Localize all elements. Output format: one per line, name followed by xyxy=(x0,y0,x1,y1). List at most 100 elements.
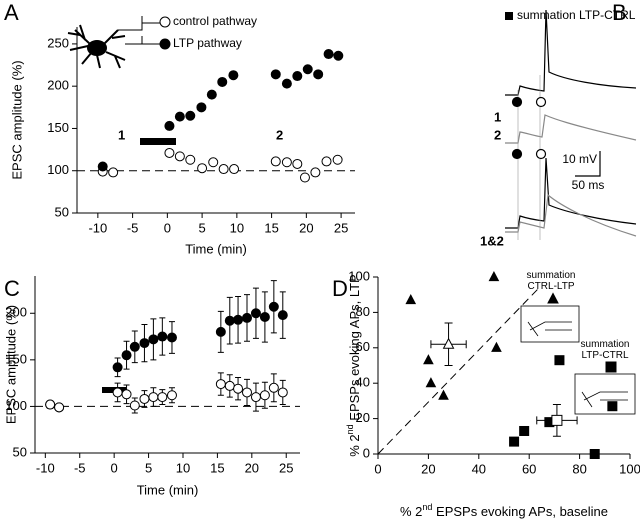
x-tick-label: 15 xyxy=(264,220,278,235)
marker xyxy=(551,414,563,426)
x-tick-label: 0 xyxy=(374,461,381,476)
y-tick-label: 100 xyxy=(5,398,27,413)
x-tick-label: 100 xyxy=(619,461,640,476)
marker xyxy=(174,151,185,162)
marker xyxy=(270,156,281,167)
marker xyxy=(229,164,240,175)
x-tick-label: -10 xyxy=(36,460,55,475)
panel-letter: D xyxy=(332,276,348,301)
legend-label: LTP pathway xyxy=(173,36,242,50)
axis-label-part: nd xyxy=(345,424,355,434)
scale-label: 50 ms xyxy=(572,178,605,192)
marker xyxy=(268,301,279,312)
x-tick-label: 25 xyxy=(279,460,293,475)
neuron-sketch xyxy=(67,16,162,69)
marker xyxy=(554,355,565,366)
axis-label-part: % 2 xyxy=(400,504,422,519)
marker xyxy=(438,389,449,400)
marker xyxy=(281,78,292,89)
x-tick-label: 40 xyxy=(472,461,486,476)
marker xyxy=(208,157,219,168)
axis-label: Time (min) xyxy=(185,241,247,256)
marker xyxy=(157,392,168,403)
marker xyxy=(321,156,332,167)
inset xyxy=(520,305,636,415)
marker xyxy=(259,390,270,401)
marker xyxy=(242,312,252,323)
marker xyxy=(218,164,229,175)
marker xyxy=(139,393,150,404)
marker xyxy=(206,89,217,100)
y-tick-label: 0 xyxy=(363,445,370,460)
marker xyxy=(196,102,207,113)
x-tick-label: 60 xyxy=(522,461,536,476)
marker xyxy=(215,379,226,390)
legend-swatch xyxy=(505,12,513,20)
axis-label: Time (min) xyxy=(137,482,199,497)
x-tick-label: -10 xyxy=(88,220,107,235)
y-tick-label: 150 xyxy=(47,120,69,135)
x-tick-label: 10 xyxy=(176,460,190,475)
y-tick-label: 150 xyxy=(5,351,27,366)
marker xyxy=(442,337,455,349)
x-tick-label: -5 xyxy=(74,460,86,475)
marker xyxy=(159,16,171,28)
marker xyxy=(423,354,434,365)
marker xyxy=(302,64,313,75)
y-tick-label: 50 xyxy=(55,204,69,219)
marker xyxy=(174,111,185,122)
marker xyxy=(519,425,530,436)
trace-label: 1 xyxy=(494,109,501,124)
marker xyxy=(166,332,177,343)
marker xyxy=(488,270,500,282)
legend-label: control pathway xyxy=(173,14,257,28)
marker xyxy=(185,110,196,121)
marker xyxy=(233,314,244,325)
axis-label-part: EPSPs evoking APs, LTP xyxy=(347,274,362,424)
x-tick-label: 0 xyxy=(111,460,118,475)
x-tick-label: 25 xyxy=(334,220,348,235)
marker xyxy=(164,120,175,131)
axis-label-part: % 2 xyxy=(347,434,362,456)
marker xyxy=(148,392,159,403)
marker xyxy=(112,387,123,398)
legend-label: summation LTP-CTRL xyxy=(517,8,636,22)
marker xyxy=(164,147,175,158)
y-tick-label: 50 xyxy=(13,444,27,459)
marker xyxy=(250,308,261,319)
marker xyxy=(425,377,437,388)
marker xyxy=(259,311,270,322)
marker xyxy=(185,154,196,165)
marker xyxy=(268,382,279,393)
marker xyxy=(332,154,343,165)
axis-label-part: EPSPs evoking APs, baseline xyxy=(432,504,608,519)
reference-line xyxy=(377,287,540,455)
marker xyxy=(112,362,123,373)
y-tick-label: 200 xyxy=(5,305,27,320)
y-tick-label: 20 xyxy=(356,410,370,425)
marker xyxy=(139,338,150,349)
marker xyxy=(310,167,321,178)
y-tick-label: 40 xyxy=(356,375,370,390)
tetanus-bar xyxy=(140,138,176,145)
marker xyxy=(121,350,132,361)
marker xyxy=(228,70,239,81)
annotation: 1 xyxy=(118,127,125,142)
legend-label: summation CTRL-LTP xyxy=(526,270,576,292)
marker xyxy=(250,392,261,403)
axis-label: EPSC amplitude (%) xyxy=(9,60,24,179)
x-tick-label: 80 xyxy=(572,461,586,476)
trace-label: 2 xyxy=(494,127,501,142)
marker xyxy=(121,389,132,400)
marker xyxy=(217,76,228,87)
marker xyxy=(45,399,56,410)
marker xyxy=(166,390,177,401)
y-tick-label: 60 xyxy=(356,339,370,354)
scale-label: 10 mV xyxy=(562,152,597,166)
marker xyxy=(333,50,344,61)
marker xyxy=(54,402,65,413)
marker xyxy=(129,400,140,411)
marker xyxy=(607,401,618,412)
